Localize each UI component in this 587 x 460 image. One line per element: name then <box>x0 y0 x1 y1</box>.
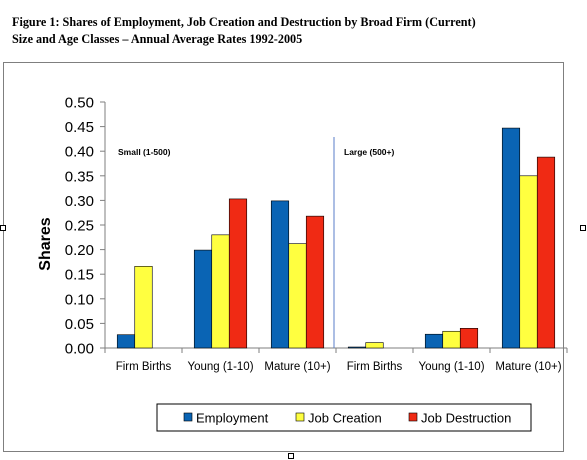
x-tick-label: Firm Births <box>116 361 172 373</box>
bar-employment <box>193 249 213 349</box>
resize-handle-right[interactable] <box>580 225 586 231</box>
caption-line-2: Size and Age Classes – Annual Average Ra… <box>12 32 303 46</box>
bar-job-creation <box>211 234 230 349</box>
bar-employment <box>424 333 444 349</box>
bar-employment <box>270 200 290 349</box>
bar-job-creation <box>519 175 538 349</box>
legend-swatch <box>408 412 418 422</box>
resize-handle-bottom[interactable] <box>288 453 294 459</box>
panel-label: Large (500+) <box>344 147 394 157</box>
legend-label: Job Creation <box>308 411 382 426</box>
y-tick-label: 0.25 <box>65 218 94 235</box>
legend[interactable]: Employment Job Creation Job Destruction <box>156 403 532 432</box>
labels: 0.00 0.05 0.10 0.15 0.20 0.25 0.30 0.35 0.40 0.45… <box>65 95 562 374</box>
bar-job-creation <box>442 330 461 349</box>
x-tick-label: Firm Births <box>347 361 403 373</box>
legend-label: Job Destruction <box>421 411 511 426</box>
x-tick-label: Mature (10+) <box>264 361 330 373</box>
bar-employment <box>116 334 136 349</box>
y-tick-label: 0.45 <box>65 119 94 136</box>
bar-job-creation <box>134 266 153 349</box>
bar-job-creation <box>288 243 307 349</box>
y-tick-label: 0.15 <box>65 267 94 284</box>
y-axis-label: Shares <box>37 217 54 270</box>
resize-handle-left[interactable] <box>0 225 6 231</box>
bar-employment <box>347 346 367 349</box>
y-tick-label: 0.00 <box>65 341 94 358</box>
bar-job-destruction <box>305 215 325 349</box>
y-tick-label: 0.20 <box>65 242 94 259</box>
y-tick-label: 0.30 <box>65 193 94 210</box>
legend-label: Employment <box>196 411 269 426</box>
y-tick-label: 0.05 <box>65 316 94 333</box>
legend-box <box>156 403 532 432</box>
x-tick-label: Young (1-10) <box>187 361 253 373</box>
x-tick-label: Young (1-10) <box>418 361 484 373</box>
bars <box>116 127 556 349</box>
bar-job-destruction <box>228 198 248 349</box>
bar-employment <box>501 127 521 349</box>
chart-frame <box>3 62 564 452</box>
y-tick-label: 0.40 <box>65 144 94 161</box>
panel-label: Small (1-500) <box>118 147 171 157</box>
legend-swatch <box>183 412 193 422</box>
x-tick-label: Mature (10+) <box>495 361 561 373</box>
y-tick-label: 0.35 <box>65 168 94 185</box>
legend-swatch <box>295 412 305 422</box>
y-tick-label: 0.10 <box>65 291 94 308</box>
figure-caption: Figure 1: Shares of Employment, Job Crea… <box>12 14 572 48</box>
caption-line-1: Figure 1: Shares of Employment, Job Crea… <box>12 15 476 29</box>
axes <box>100 101 568 353</box>
y-tick-label: 0.50 <box>65 95 94 112</box>
bar-job-creation <box>365 342 384 349</box>
bar-job-destruction <box>536 156 556 349</box>
bar-job-destruction <box>459 328 479 349</box>
